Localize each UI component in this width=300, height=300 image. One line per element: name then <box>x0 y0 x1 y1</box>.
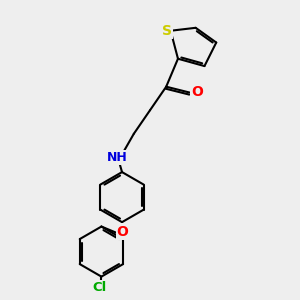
Text: S: S <box>162 24 172 38</box>
Text: NH: NH <box>107 151 128 164</box>
Text: Cl: Cl <box>93 281 107 294</box>
Text: O: O <box>117 225 129 238</box>
Text: O: O <box>191 85 203 99</box>
